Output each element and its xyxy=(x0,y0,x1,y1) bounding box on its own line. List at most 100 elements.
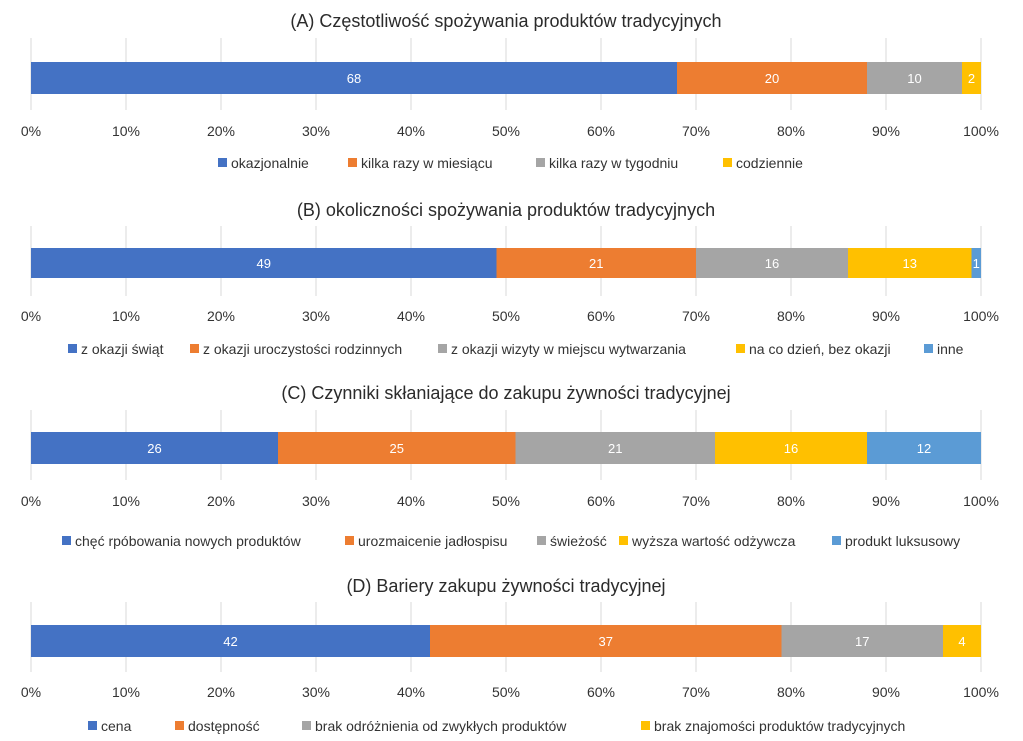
legend-swatch xyxy=(218,158,227,167)
legend-entry: kilka razy w miesiącu xyxy=(361,155,492,171)
legend-entry: na co dzień, bez okazji xyxy=(749,341,891,357)
bar-segment xyxy=(962,62,981,94)
legend-entry: cena xyxy=(101,718,132,734)
data-label: 10 xyxy=(907,71,921,86)
x-tick-label: 100% xyxy=(963,308,999,324)
chart-panel-1: (B) okoliczności spożywania produktów tr… xyxy=(21,200,999,357)
data-label: 42 xyxy=(223,634,237,649)
legend-entry: chęć rpóbowania nowych produktów xyxy=(75,533,302,549)
legend-entry: kilka razy w tygodniu xyxy=(549,155,678,171)
legend-swatch xyxy=(536,158,545,167)
x-tick-label: 40% xyxy=(397,684,425,700)
data-label: 12 xyxy=(917,441,931,456)
x-tick-label: 80% xyxy=(777,123,805,139)
data-label: 68 xyxy=(347,71,361,86)
x-tick-label: 40% xyxy=(397,308,425,324)
legend-swatch xyxy=(438,344,447,353)
legend-entry: z okazji wizyty w miejscu wytwarzania xyxy=(451,341,686,357)
legend-swatch xyxy=(345,536,354,545)
x-tick-label: 0% xyxy=(21,308,41,324)
x-tick-label: 30% xyxy=(302,493,330,509)
legend-swatch xyxy=(924,344,933,353)
chart-title: (A) Częstotliwość spożywania produktów t… xyxy=(290,11,721,31)
x-tick-label: 80% xyxy=(777,684,805,700)
chart-title: (D) Bariery zakupu żywności tradycyjnej xyxy=(346,576,665,596)
bar-segment xyxy=(781,625,943,657)
x-tick-label: 10% xyxy=(112,123,140,139)
legend-entry: z okazji uroczystości rodzinnych xyxy=(203,341,402,357)
chart-title: (B) okoliczności spożywania produktów tr… xyxy=(297,200,715,220)
x-tick-label: 50% xyxy=(492,684,520,700)
bar-segment xyxy=(496,248,696,278)
x-tick-label: 0% xyxy=(21,493,41,509)
x-tick-label: 0% xyxy=(21,123,41,139)
x-tick-label: 90% xyxy=(872,493,900,509)
x-tick-label: 70% xyxy=(682,493,710,509)
x-tick-label: 10% xyxy=(112,684,140,700)
chart-title: (C) Czynniki skłaniające do zakupu żywno… xyxy=(281,383,730,403)
x-tick-label: 70% xyxy=(682,684,710,700)
bar-segment xyxy=(31,432,278,464)
data-label: 49 xyxy=(257,256,271,271)
legend-entry: świeżość xyxy=(550,533,607,549)
legend-entry: urozmaicenie jadłospisu xyxy=(358,533,507,549)
data-label: 17 xyxy=(855,634,869,649)
bar-segment xyxy=(677,62,867,94)
legend-swatch xyxy=(619,536,628,545)
data-label: 21 xyxy=(589,256,603,271)
bar-segment xyxy=(715,432,867,464)
legend-swatch xyxy=(736,344,745,353)
chart-panel-2: (C) Czynniki skłaniające do zakupu żywno… xyxy=(21,383,999,549)
x-tick-label: 70% xyxy=(682,123,710,139)
legend-entry: okazjonalnie xyxy=(231,155,309,171)
data-label: 21 xyxy=(608,441,622,456)
x-tick-label: 20% xyxy=(207,684,235,700)
x-tick-label: 50% xyxy=(492,308,520,324)
bar-segment xyxy=(943,625,981,657)
legend-entry: brak odróżnienia od zwykłych produktów xyxy=(315,718,567,734)
x-tick-label: 80% xyxy=(777,493,805,509)
legend-swatch xyxy=(302,721,311,730)
legend-entry: codziennie xyxy=(736,155,803,171)
x-tick-label: 80% xyxy=(777,308,805,324)
x-tick-label: 60% xyxy=(587,493,615,509)
x-tick-label: 40% xyxy=(397,123,425,139)
bar-segment xyxy=(31,248,497,278)
legend-entry: z okazji świąt xyxy=(81,341,164,357)
data-label: 26 xyxy=(147,441,161,456)
x-tick-label: 100% xyxy=(963,684,999,700)
legend-entry: brak znajomości produktów tradycyjnych xyxy=(654,718,905,734)
x-tick-label: 30% xyxy=(302,684,330,700)
data-label: 1 xyxy=(973,256,980,271)
x-tick-label: 20% xyxy=(207,493,235,509)
x-tick-label: 10% xyxy=(112,493,140,509)
x-tick-label: 30% xyxy=(302,308,330,324)
x-tick-label: 100% xyxy=(963,493,999,509)
data-label: 37 xyxy=(599,634,613,649)
legend-swatch xyxy=(88,721,97,730)
bar-segment xyxy=(430,625,782,657)
bar-segment xyxy=(867,62,962,94)
legend-swatch xyxy=(832,536,841,545)
bar-segment xyxy=(515,432,715,464)
bar-segment xyxy=(31,625,430,657)
data-label: 16 xyxy=(765,256,779,271)
data-label: 20 xyxy=(765,71,779,86)
x-tick-label: 50% xyxy=(492,123,520,139)
chart-panel-3: (D) Bariery zakupu żywności tradycyjnej 0… xyxy=(21,576,999,734)
x-tick-label: 20% xyxy=(207,308,235,324)
x-tick-label: 90% xyxy=(872,123,900,139)
bar-segment xyxy=(278,432,516,464)
legend-entry: dostępność xyxy=(188,718,260,734)
x-tick-label: 20% xyxy=(207,123,235,139)
legend-swatch xyxy=(723,158,732,167)
legend-swatch xyxy=(537,536,546,545)
legend-entry: wyższa wartość odżywcza xyxy=(631,533,796,549)
x-tick-label: 60% xyxy=(587,308,615,324)
legend-entry: produkt luksusowy xyxy=(845,533,960,549)
bar-segment xyxy=(848,248,972,278)
x-tick-label: 10% xyxy=(112,308,140,324)
legend-swatch xyxy=(190,344,199,353)
data-label: 2 xyxy=(968,71,975,86)
